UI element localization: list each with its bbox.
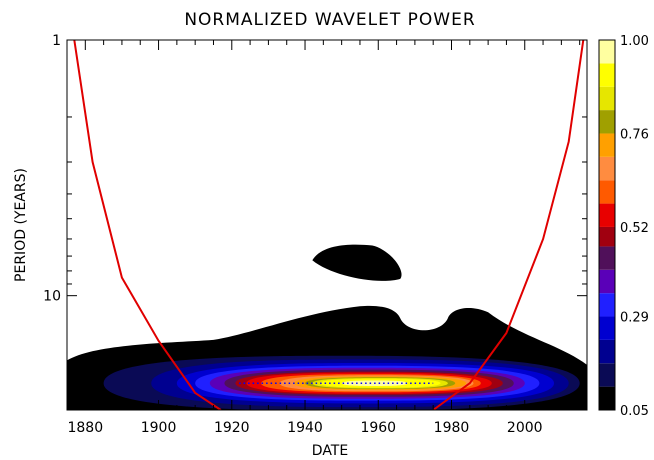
axes: 1880 1900 1920 1940 1960 1980 2000 1 10: [43, 33, 587, 436]
x-tick-label: 1980: [434, 420, 470, 436]
colorbar-tick-label: 1.00: [620, 34, 649, 49]
colorbar-tick-label: 0.05: [620, 404, 649, 419]
colorbar-swatch: [599, 133, 615, 157]
colorbar-tick-label: 0.29: [620, 311, 649, 326]
cone-of-influence-right: [432, 40, 585, 410]
colorbar-swatch: [599, 86, 615, 111]
colorbar-swatch: [599, 269, 615, 294]
x-tick-label: 2000: [507, 420, 543, 436]
colorbar-swatch: [599, 339, 615, 364]
colorbar-swatch: [599, 40, 615, 64]
colorbar-swatch: [599, 156, 615, 181]
y-tick-label: 1: [52, 33, 61, 49]
x-tick-label: 1940: [287, 420, 323, 436]
chart-title: NORMALIZED WAVELET POWER: [184, 10, 475, 30]
colorbar: 0.05 0.29 0.52 0.76 1.00: [598, 34, 649, 419]
colorbar-swatch: [599, 386, 615, 410]
colorbar-swatch: [599, 293, 615, 317]
colorbar-frame: [598, 39, 616, 411]
x-tick-label: 1960: [360, 420, 396, 436]
x-tick-label: 1900: [141, 420, 177, 436]
colorbar-swatch: [599, 203, 615, 227]
isolated-power-blob: [312, 244, 402, 281]
colorbar-swatch: [599, 63, 615, 87]
colorbar-swatch: [599, 246, 615, 270]
colorbar-swatch: [599, 110, 615, 134]
colorbar-swatch: [599, 180, 615, 204]
plot-area: [67, 40, 587, 410]
colorbar-tick-label: 0.76: [620, 127, 649, 142]
colorbar-swatch: [599, 316, 615, 340]
colorbar-swatch: [599, 226, 615, 247]
y-axis-label: PERIOD (YEARS): [13, 168, 29, 282]
x-tick-label: 1920: [214, 420, 250, 436]
plot-frame: [66, 39, 588, 411]
colorbar-tick-label: 0.52: [620, 221, 649, 236]
x-axis-label: DATE: [312, 443, 348, 459]
y-tick-label: 10: [43, 289, 61, 305]
colorbar-swatch: [599, 363, 615, 387]
cone-of-influence-left: [73, 40, 222, 410]
x-tick-label: 1880: [67, 420, 103, 436]
